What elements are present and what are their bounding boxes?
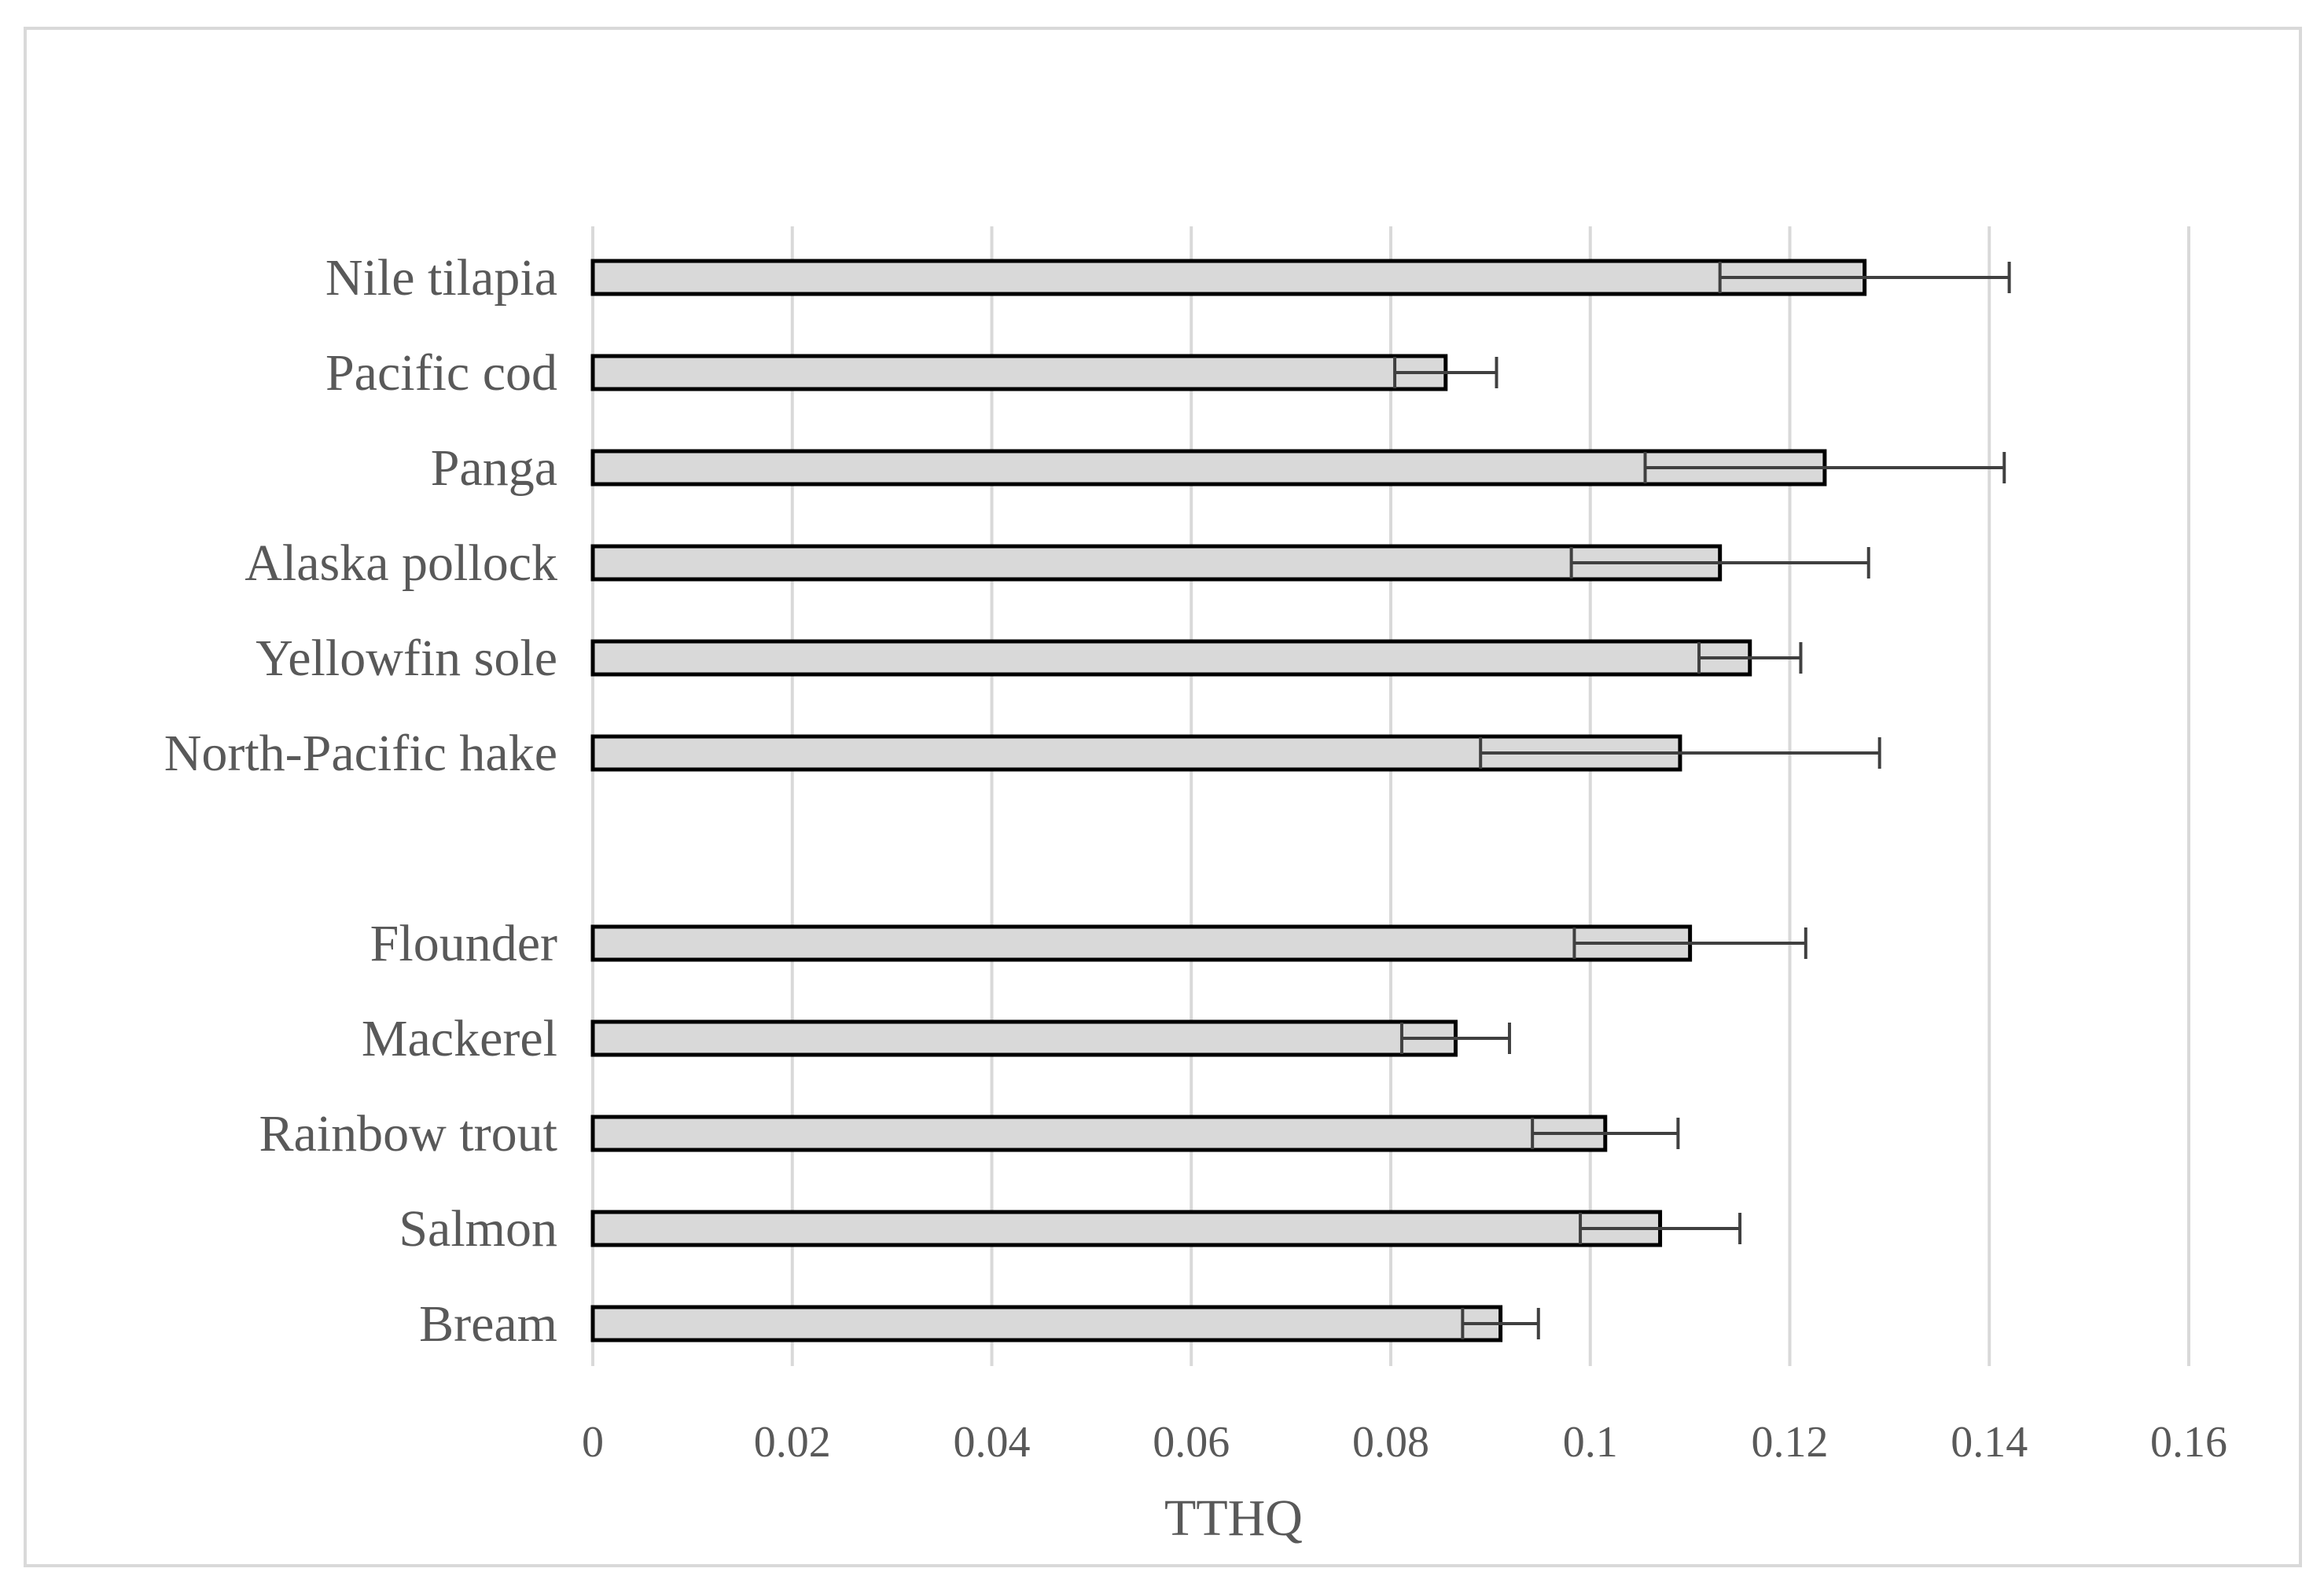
bar <box>590 1115 1608 1152</box>
chart-svg: Nile tilapia Pacific cod Panga Alaska pollo… <box>164 226 2227 1547</box>
error-bar <box>1569 547 1870 578</box>
error-bar <box>1643 452 2006 483</box>
category-label: Mackerel <box>362 1010 557 1067</box>
bar <box>590 1305 1503 1342</box>
error-bar <box>1718 262 2011 293</box>
gridlines <box>591 226 2190 1366</box>
error-bar <box>1399 1023 1511 1054</box>
x-tick-label: 0.02 <box>754 1418 831 1467</box>
bar <box>590 544 1723 582</box>
x-tick-label: 0.16 <box>2150 1418 2227 1467</box>
x-tick-label: 0.12 <box>1752 1418 1829 1467</box>
category-label: Yellowfin sole <box>256 630 557 687</box>
category-label: Panga <box>431 439 557 497</box>
x-tick-label: 0.06 <box>1153 1418 1230 1467</box>
category-label: Pacific cod <box>325 344 557 402</box>
bar <box>590 1019 1458 1057</box>
category-label: Flounder <box>370 915 557 972</box>
category-label: Alaska pollock <box>245 534 557 592</box>
bar <box>590 259 1867 296</box>
category-labels: Nile tilapia Pacific cod Panga Alaska pollo… <box>164 249 557 1353</box>
error-bar <box>1531 1118 1680 1149</box>
bar <box>590 354 1448 391</box>
category-label: Bream <box>419 1295 557 1353</box>
x-tick-label: 0.04 <box>954 1418 1031 1467</box>
error-bar <box>1393 357 1498 388</box>
chart-frame: Nile tilapia Pacific cod Panga Alaska pollo… <box>24 27 2302 1567</box>
x-tick-label: 0.14 <box>1951 1418 2028 1467</box>
error-bar <box>1572 927 1807 959</box>
category-label: Salmon <box>399 1200 557 1258</box>
x-tick-labels: 0 0.02 0.04 0.06 0.08 0.1 0.12 0.14 0.16 <box>582 1418 2227 1467</box>
error-bar <box>1461 1308 1540 1339</box>
bar <box>590 1210 1663 1247</box>
x-tick-label: 0 <box>582 1418 604 1467</box>
bar <box>590 449 1827 487</box>
bar <box>590 924 1693 962</box>
x-axis-title: TTHQ <box>1164 1489 1303 1547</box>
bars <box>590 259 1867 1342</box>
error-bar <box>1479 737 1881 769</box>
error-bar <box>1697 642 1803 674</box>
x-tick-label: 0.1 <box>1563 1418 1618 1467</box>
bar <box>590 639 1752 677</box>
error-bars <box>1393 262 2011 1339</box>
category-label: Rainbow trout <box>259 1105 557 1162</box>
error-bar <box>1579 1213 1742 1244</box>
category-label: North-Pacific hake <box>164 725 557 782</box>
x-tick-label: 0.08 <box>1352 1418 1429 1467</box>
category-label: Nile tilapia <box>325 249 557 307</box>
